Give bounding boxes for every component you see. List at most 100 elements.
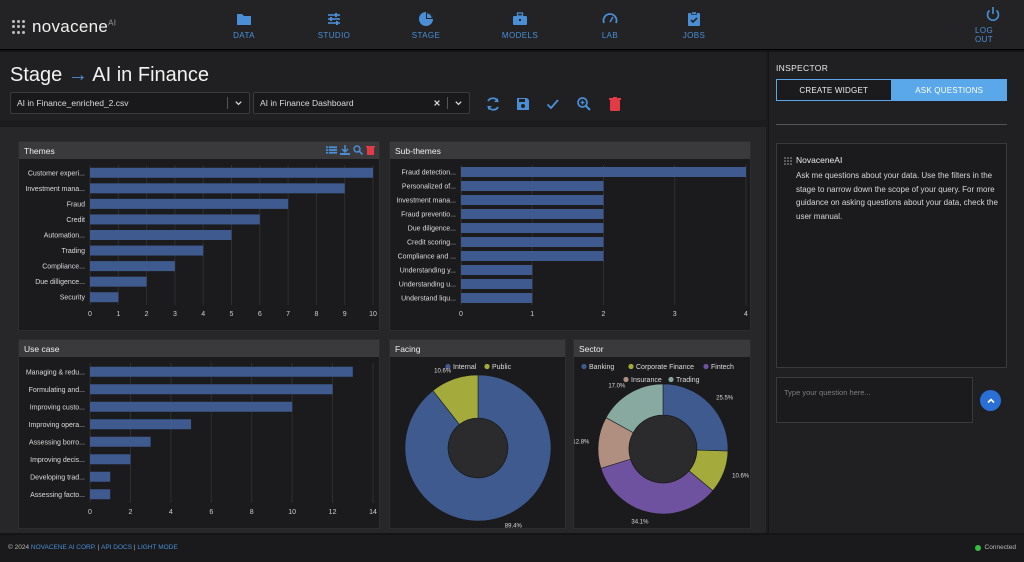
bar[interactable] [90,489,111,500]
bar[interactable] [90,276,147,287]
bar[interactable] [461,251,604,261]
legend-swatch [668,376,674,383]
category-label: Developing trad... [30,474,85,481]
dataset-select[interactable]: AI in Finance_enriched_2.csv [10,92,250,114]
bar[interactable] [90,366,353,377]
dashboard-select[interactable]: AI in Finance Dashboard [253,92,470,114]
gauge-icon [602,12,618,23]
bar[interactable] [90,436,151,447]
bar[interactable] [461,279,533,289]
bar[interactable] [90,384,333,395]
legend-label[interactable]: Banking [589,364,614,371]
power-icon [986,7,1000,22]
x-tick-label: 5 [230,311,234,318]
bar[interactable] [90,245,204,256]
tab-create-widget[interactable]: CREATE WIDGET [776,79,892,101]
bar[interactable] [90,454,131,465]
legend-label[interactable]: Trading [676,377,700,384]
pie-slice[interactable] [605,383,664,434]
connection-status: Connected [974,544,1016,551]
x-tick-label: 0 [88,311,92,318]
bar[interactable] [90,198,289,209]
clear-icon[interactable] [433,99,441,107]
sector-widget: Sector Banking Corporate Finance Fintech In… [573,339,751,529]
x-tick-label: 10 [369,311,377,318]
legend-label[interactable]: Public [492,364,512,371]
bar[interactable] [461,293,533,303]
bar[interactable] [90,401,293,412]
category-label: Assessing borro... [29,439,85,446]
company-link[interactable]: NOVACENE AI CORP. [30,544,97,551]
legend-label[interactable]: Corporate Finance [636,364,694,371]
x-tick-label: 4 [169,509,173,516]
pie-slice[interactable] [600,458,714,515]
chevron-down-icon[interactable] [454,99,463,108]
bar[interactable] [90,471,111,482]
nav-models[interactable]: MODELS [502,0,538,50]
legend-label[interactable]: Fintech [711,364,734,371]
download-icon[interactable] [340,145,350,155]
category-label: Understanding u... [399,282,456,289]
footer-separator: | [97,544,100,551]
trash-icon[interactable] [607,96,623,112]
slice-value-label: 10.6% [434,369,452,375]
brand-wordmark: novaceneAI [32,17,117,36]
bar[interactable] [90,183,345,194]
category-label: Personalized of... [402,184,456,191]
slice-value-label: 12.8% [574,440,590,446]
nav-data[interactable]: DATA [229,0,259,50]
refresh-icon[interactable] [485,96,501,112]
save-icon[interactable] [515,96,531,112]
logout-label: LOG OUT [975,26,994,44]
divider [776,124,1007,125]
bot-name: NovaceneAI [796,155,843,165]
list-icon[interactable] [326,145,337,155]
bar[interactable] [90,261,175,272]
legend-label[interactable]: Internal [453,364,477,371]
bar[interactable] [461,265,533,275]
nav-lab[interactable]: LAB [600,0,620,50]
category-label: Compliance and ... [398,254,456,261]
bar[interactable] [90,167,373,178]
search-icon[interactable] [353,145,363,155]
bar[interactable] [461,167,746,177]
bar[interactable] [461,195,604,205]
stage-workspace: Stage → AI in Finance AI in Finance_enri… [0,52,768,533]
facing-donut-chart: Internal Public 89.4% 10.6% [404,363,552,528]
tab-ask-questions[interactable]: ASK QUESTIONS [891,79,1007,101]
send-button[interactable] [980,390,1001,411]
pie-slice[interactable] [432,374,479,425]
category-label: Fraud preventio... [401,212,456,219]
widget-header: Use case [19,340,379,357]
bar[interactable] [461,209,604,219]
bar[interactable] [461,237,604,247]
bar[interactable] [90,230,232,240]
nav-stage[interactable]: STAGE [411,0,441,50]
category-label: Fraud [67,201,85,208]
bar[interactable] [90,419,192,430]
nav-jobs[interactable]: JOBS [683,0,705,50]
brand-logo[interactable]: novaceneAI [12,17,116,37]
check-icon[interactable] [545,96,561,112]
bar[interactable] [461,181,604,191]
zoom-icon[interactable] [576,96,592,112]
logout-button[interactable]: LOG OUT [975,0,1011,50]
legend-swatch [581,363,587,370]
bar[interactable] [90,292,119,303]
chevron-down-icon[interactable] [234,99,243,108]
legend-label[interactable]: Insurance [631,377,662,384]
bar[interactable] [461,223,604,233]
api-docs-link[interactable]: API DOCS [100,544,133,551]
bar[interactable] [90,214,260,225]
top-navbar: novaceneAI DATA STUDIO STAGE MODELS LAB … [0,0,1024,50]
category-label: Investment mana... [25,186,85,193]
nav-studio[interactable]: STUDIO [318,0,350,50]
clipboard-icon [688,10,700,26]
widget-title: Sector [579,344,604,354]
light-mode-link[interactable]: LIGHT MODE [137,544,178,551]
usecase-bar-chart: 0 2 4 6 8 10 12 14 Managing & redu... Formulating… [26,363,377,516]
pie-slice[interactable] [404,374,552,522]
trash-icon[interactable] [366,145,375,155]
question-input[interactable] [776,377,973,423]
category-label: Improving opera... [29,422,85,429]
